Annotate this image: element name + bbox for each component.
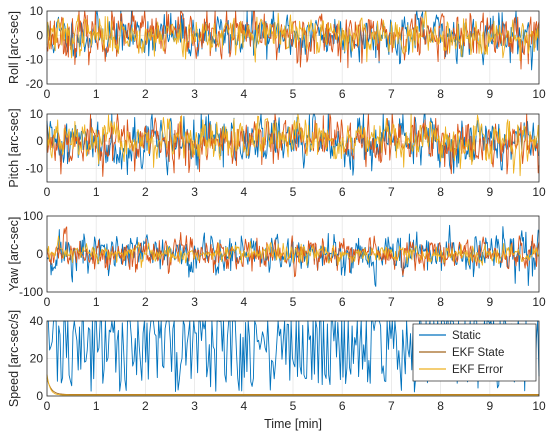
x-tick-label: 7 [388, 295, 395, 309]
x-tick-label: 2 [142, 399, 149, 413]
legend-label-ekf-error: EKF Error [452, 364, 503, 376]
x-tick-label: 3 [191, 185, 198, 199]
series-group [46, 113, 540, 177]
x-tick-label: 5 [290, 87, 297, 101]
y-tick-label: 40 [30, 314, 44, 328]
x-tick-label: 0 [44, 295, 51, 309]
x-tick-label: 6 [339, 295, 346, 309]
x-tick-label: 1 [93, 87, 100, 101]
x-tick-label: 8 [437, 87, 444, 101]
x-tick-label: 4 [240, 399, 247, 413]
x-tick-label: 9 [486, 295, 493, 309]
legend: Static EKF State EKF Error [412, 323, 537, 382]
x-tick-label: 1 [93, 399, 100, 413]
y-tick-label: 10 [30, 4, 44, 18]
series-group [46, 224, 540, 287]
x-tick-label: 1 [93, 295, 100, 309]
x-tick-label: 2 [142, 87, 149, 101]
x-tick-label: 7 [388, 399, 395, 413]
legend-label-static: Static [452, 330, 481, 342]
y-tick-label: -10 [26, 53, 44, 67]
x-tick-label: 3 [191, 87, 198, 101]
series-group [46, 10, 540, 71]
y-tick-label: 100 [23, 209, 43, 223]
x-tick-label: 5 [290, 399, 297, 413]
axes-box [46, 215, 540, 293]
axes-box [46, 320, 540, 397]
x-tick-label: 3 [191, 399, 198, 413]
x-tick-label: 8 [437, 185, 444, 199]
series-line [46, 10, 540, 63]
x-tick-label: 2 [142, 185, 149, 199]
x-tick-label: 10 [532, 185, 546, 199]
y-tick-label: 0 [36, 389, 43, 403]
x-tick-label: 1 [93, 185, 100, 199]
x-tick-label: 8 [437, 295, 444, 309]
y-axis-label: Roll [arc-sec] [7, 11, 21, 84]
series-line [46, 374, 539, 396]
x-tick-label: 0 [44, 185, 51, 199]
series-line [46, 10, 540, 71]
y-tick-label: 0 [36, 28, 43, 42]
x-tick-label: 0 [44, 399, 51, 413]
y-tick-label: 0 [36, 134, 43, 148]
series-line [46, 113, 540, 177]
y-axis-label: Pitch [arc-sec] [7, 108, 21, 187]
x-tick-label: 4 [240, 295, 247, 309]
y-axis-label: Yaw [arc-sec] [7, 217, 21, 292]
x-tick-label: 10 [532, 295, 546, 309]
series-line [46, 10, 540, 70]
x-tick-label: 0 [44, 87, 51, 101]
x-tick-label: 8 [437, 399, 444, 413]
x-tick-label: 4 [240, 87, 247, 101]
legend-label-ekf-state: EKF State [452, 347, 504, 359]
tick-labels: 0 1 2 3 4 5 6 7 8 9 10 -20 -10 0 10 [26, 4, 546, 101]
x-tick-label: 5 [290, 185, 297, 199]
x-tick-label: 6 [339, 185, 346, 199]
x-tick-label: 2 [142, 295, 149, 309]
axes-box [46, 113, 540, 183]
y-tick-label: -10 [26, 161, 44, 175]
y-tick-label: 20 [30, 352, 44, 366]
panel-speed: 0 1 2 3 4 5 6 7 8 9 10 0 20 40 Speed [arc-sec/s] Time… [7, 310, 546, 431]
y-tick-label: 0 [36, 247, 43, 261]
x-tick-label: 6 [339, 87, 346, 101]
x-tick-label: 3 [191, 295, 198, 309]
panel-roll: 0 1 2 3 4 5 6 7 8 9 10 -20 -10 0 10 Roll [arc-sec] [7, 4, 546, 101]
axes-box [46, 10, 540, 85]
series-line [46, 377, 539, 395]
x-tick-label: 9 [486, 399, 493, 413]
x-tick-label: 6 [339, 399, 346, 413]
series-line [46, 235, 540, 268]
x-tick-label: 5 [290, 295, 297, 309]
x-tick-label: 9 [486, 87, 493, 101]
y-tick-label: 10 [30, 107, 44, 121]
x-tick-label: 4 [240, 185, 247, 199]
series-line [46, 226, 540, 278]
y-tick-label: -20 [26, 77, 44, 91]
x-tick-label: 7 [388, 87, 395, 101]
x-axis-label: Time [min] [264, 417, 322, 431]
x-tick-label: 7 [388, 185, 395, 199]
x-tick-label: 10 [532, 87, 546, 101]
tick-labels: 0 1 2 3 4 5 6 7 8 9 10 0 20 40 [30, 314, 546, 413]
x-tick-label: 9 [486, 185, 493, 199]
y-tick-label: -100 [19, 285, 43, 299]
y-axis-label: Speed [arc-sec/s] [7, 310, 21, 407]
x-tick-label: 10 [532, 399, 546, 413]
